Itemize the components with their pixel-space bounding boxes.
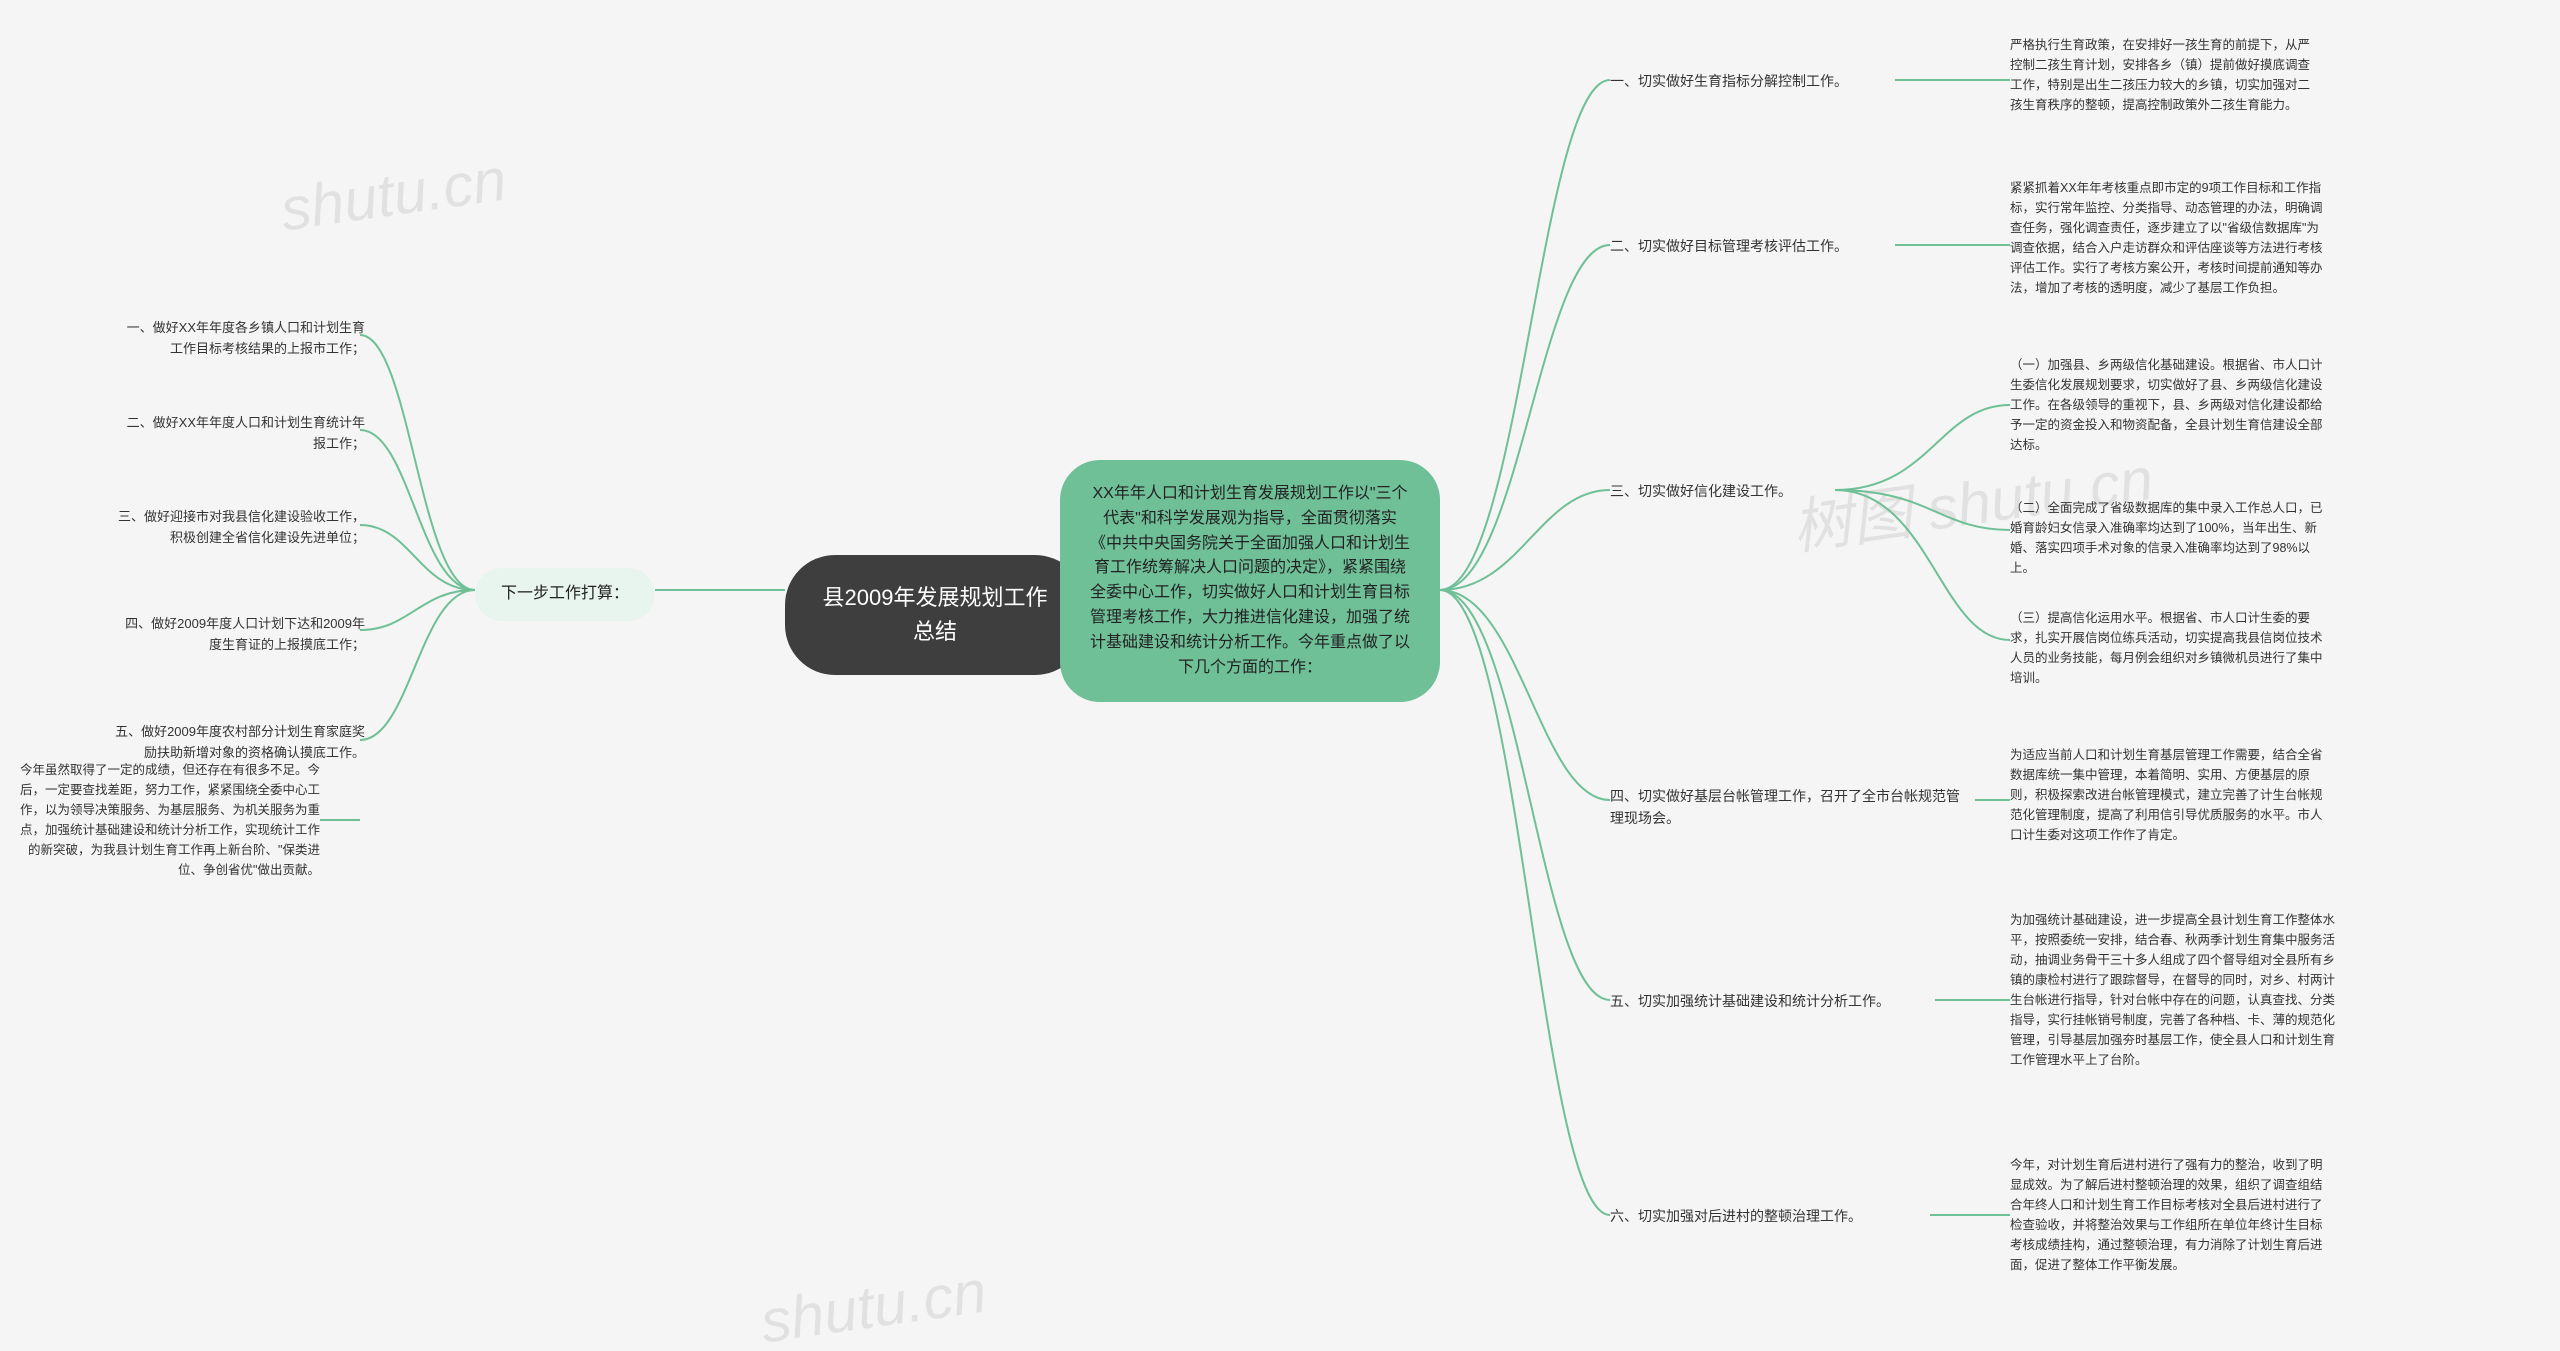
right-child-3-sub3: （三）提高信化运用水平。根据省、市人口计生委的要求，扎实开展信岗位练兵活动，切实… (2010, 608, 2330, 688)
right-child-3-sub1: （一）加强县、乡两级信化基础建设。根据省、市人口计生委信化发展规划要求，切实做好… (2010, 355, 2330, 455)
watermark: shutu.cn (756, 1257, 990, 1351)
right-main-label: XX年年人口和计划生育发展规划工作以"三个代表"和科学发展观为指导，全面贯彻落实… (1088, 482, 1412, 680)
left-child-4: 四、做好2009年度人口计划下达和2009年度生育证的上报摸底工作； (115, 614, 365, 656)
right-child-1-title: 一、切实做好生育指标分解控制工作。 (1610, 70, 1890, 92)
right-child-6-title: 六、切实加强对后进村的整顿治理工作。 (1610, 1205, 1925, 1227)
right-child-3-sub2: （二）全面完成了省级数据库的集中录入工作总人口，已婚育龄妇女信录入准确率均达到了… (2010, 498, 2330, 578)
left-main-node: 下一步工作打算： (475, 568, 655, 621)
center-label: 县2009年发展规划工作总结 (819, 581, 1051, 649)
center-node: 县2009年发展规划工作总结 (785, 555, 1085, 675)
right-child-4-title: 四、切实做好基层台帐管理工作，召开了全市台帐规范管理现场会。 (1610, 785, 1970, 830)
left-child-3: 三、做好迎接市对我县信化建设验收工作，积极创建全省信化建设先进单位； (115, 507, 365, 549)
right-child-6-body: 今年，对计划生育后进村进行了强有力的整治，收到了明显成效。为了解后进村整顿治理的… (2010, 1155, 2330, 1275)
right-child-2-title: 二、切实做好目标管理考核评估工作。 (1610, 235, 1890, 257)
right-child-5-title: 五、切实加强统计基础建设和统计分析工作。 (1610, 990, 1930, 1012)
right-child-4-body: 为适应当前人口和计划生育基层管理工作需要，结合全省数据库统一集中管理，本着简明、… (2010, 745, 2330, 845)
right-child-2-body: 紧紧抓着XX年年考核重点即市定的9项工作目标和工作指标，实行常年监控、分类指导、… (2010, 178, 2330, 298)
right-child-3-title: 三、切实做好信化建设工作。 (1610, 480, 1830, 502)
left-child-5: 五、做好2009年度农村部分计划生育家庭奖励扶助新增对象的资格确认摸底工作。 (115, 722, 365, 764)
watermark: shutu.cn (276, 145, 510, 245)
right-main-node: XX年年人口和计划生育发展规划工作以"三个代表"和科学发展观为指导，全面贯彻落实… (1060, 460, 1440, 702)
right-child-1-body: 严格执行生育政策，在安排好一孩生育的前提下，从严控制二孩生育计划，安排各乡（镇）… (2010, 35, 2320, 115)
left-child-2: 二、做好XX年年度人口和计划生育统计年报工作； (115, 413, 365, 455)
left-main-label: 下一步工作打算： (501, 582, 629, 607)
left-footer: 今年虽然取得了一定的成绩，但还存在有很多不足。今后，一定要查找差距，努力工作，紧… (15, 760, 320, 880)
right-child-5-body: 为加强统计基础建设，进一步提高全县计划生育工作整体水平，按照委统一安排，结合春、… (2010, 910, 2335, 1070)
left-child-1: 一、做好XX年年度各乡镇人口和计划生育工作目标考核结果的上报市工作； (115, 318, 365, 360)
